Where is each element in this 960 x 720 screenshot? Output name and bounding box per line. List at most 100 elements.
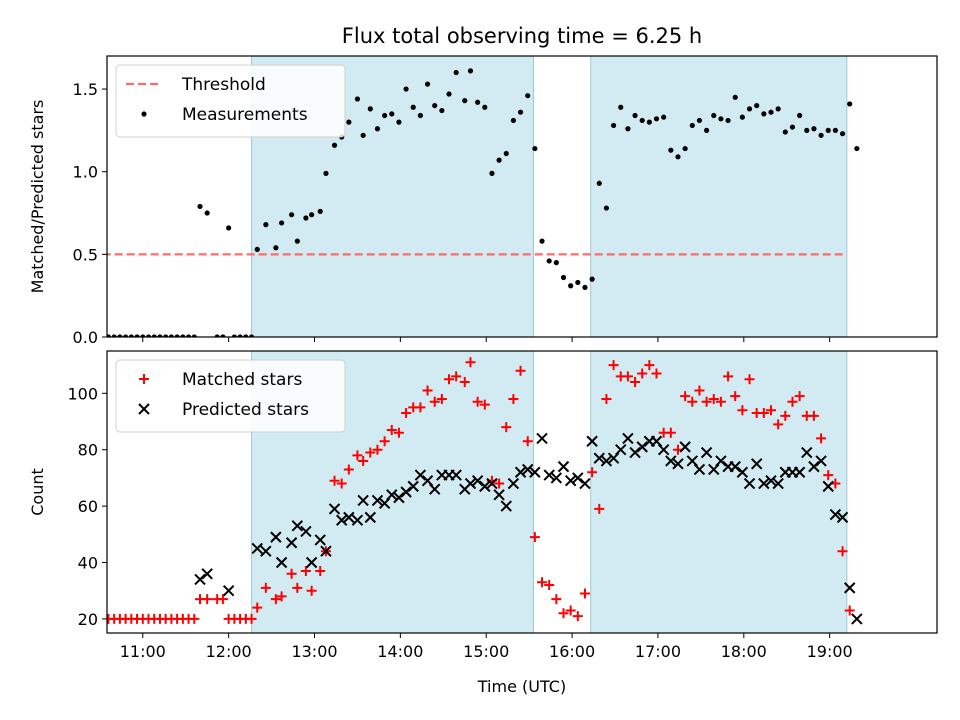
data-point bbox=[696, 117, 703, 124]
data-point bbox=[354, 96, 361, 102]
data-point bbox=[300, 565, 311, 576]
data-point bbox=[465, 357, 476, 368]
data-point bbox=[794, 391, 805, 402]
data-point bbox=[782, 129, 788, 135]
data-point bbox=[661, 114, 667, 120]
data-point bbox=[197, 203, 203, 210]
data-point bbox=[393, 491, 405, 504]
data-point bbox=[615, 443, 627, 456]
legend: Threshold Measurements bbox=[115, 64, 346, 138]
plot-area bbox=[107, 68, 860, 337]
data-point bbox=[544, 580, 555, 591]
legend-box bbox=[115, 359, 346, 433]
data-point bbox=[202, 594, 213, 605]
data-point bbox=[379, 436, 390, 447]
data-point bbox=[508, 393, 519, 404]
data-point bbox=[432, 102, 438, 109]
data-point bbox=[560, 274, 567, 281]
series-1 bbox=[107, 357, 855, 624]
data-point bbox=[537, 577, 548, 588]
data-point bbox=[815, 455, 827, 467]
data-point bbox=[525, 93, 531, 99]
data-point bbox=[260, 582, 271, 593]
data-point bbox=[237, 334, 243, 337]
data-point bbox=[572, 472, 584, 484]
data-point bbox=[472, 396, 483, 407]
data-point bbox=[309, 212, 315, 218]
data-point bbox=[486, 477, 498, 490]
data-point bbox=[343, 511, 355, 524]
data-point bbox=[226, 225, 232, 231]
data-point bbox=[450, 469, 462, 481]
data-point bbox=[775, 106, 781, 112]
legend-measurements-swatch bbox=[141, 111, 147, 117]
data-point bbox=[694, 385, 705, 396]
data-point bbox=[201, 568, 213, 580]
data-point bbox=[515, 365, 526, 376]
data-point bbox=[843, 582, 856, 594]
data-point bbox=[494, 478, 505, 489]
data-point bbox=[428, 483, 441, 495]
data-point bbox=[603, 205, 610, 211]
x-tick-label: 18:00 bbox=[721, 642, 767, 661]
data-point bbox=[467, 68, 474, 74]
data-point bbox=[185, 334, 192, 337]
y-tick-label: 100 bbox=[67, 384, 98, 403]
x-tick-label: 16:00 bbox=[549, 642, 595, 661]
data-point bbox=[462, 98, 468, 104]
data-point bbox=[263, 222, 269, 228]
data-point bbox=[797, 112, 803, 119]
data-point bbox=[214, 334, 220, 337]
data-point bbox=[743, 477, 756, 490]
data-point bbox=[323, 170, 329, 176]
data-point bbox=[844, 605, 855, 616]
legend-predicted-swatch bbox=[138, 403, 150, 415]
data-point bbox=[393, 427, 404, 438]
x-tick-label: 13:00 bbox=[291, 642, 337, 661]
data-point bbox=[415, 402, 426, 413]
data-point bbox=[386, 489, 398, 501]
legend-label: Matched stars bbox=[182, 370, 302, 390]
data-point bbox=[254, 246, 260, 252]
data-point bbox=[758, 477, 770, 490]
data-point bbox=[665, 427, 676, 438]
y-tick-label: 1.0 bbox=[73, 163, 98, 182]
data-point bbox=[568, 283, 574, 289]
data-point bbox=[708, 393, 719, 404]
data-point bbox=[343, 464, 354, 475]
data-point bbox=[410, 104, 416, 110]
data-point bbox=[246, 613, 257, 624]
data-point bbox=[522, 436, 533, 447]
data-point bbox=[646, 119, 652, 125]
data-point bbox=[715, 455, 727, 467]
data-point bbox=[700, 446, 713, 459]
data-point bbox=[687, 396, 698, 407]
data-point bbox=[715, 396, 726, 407]
data-point bbox=[618, 104, 624, 110]
data-point bbox=[117, 334, 123, 337]
data-point bbox=[270, 531, 282, 543]
data-point bbox=[847, 101, 853, 107]
data-point bbox=[672, 458, 684, 470]
data-point bbox=[750, 458, 763, 470]
data-point bbox=[429, 396, 440, 407]
data-point bbox=[360, 132, 366, 138]
data-point bbox=[180, 334, 186, 337]
data-point bbox=[503, 150, 509, 157]
data-point bbox=[453, 69, 459, 76]
data-point bbox=[157, 334, 163, 337]
x-tick-label: 11:00 bbox=[120, 642, 166, 661]
data-point bbox=[532, 145, 538, 152]
data-point bbox=[510, 117, 517, 124]
data-point bbox=[107, 334, 112, 337]
data-point bbox=[128, 334, 134, 337]
data-point bbox=[693, 463, 706, 476]
data-point bbox=[608, 360, 619, 371]
data-point bbox=[479, 480, 491, 493]
data-point bbox=[464, 477, 477, 490]
data-point bbox=[386, 424, 397, 435]
data-point bbox=[818, 132, 824, 138]
data-point bbox=[766, 405, 776, 416]
data-point bbox=[529, 466, 541, 478]
data-point bbox=[278, 220, 285, 226]
